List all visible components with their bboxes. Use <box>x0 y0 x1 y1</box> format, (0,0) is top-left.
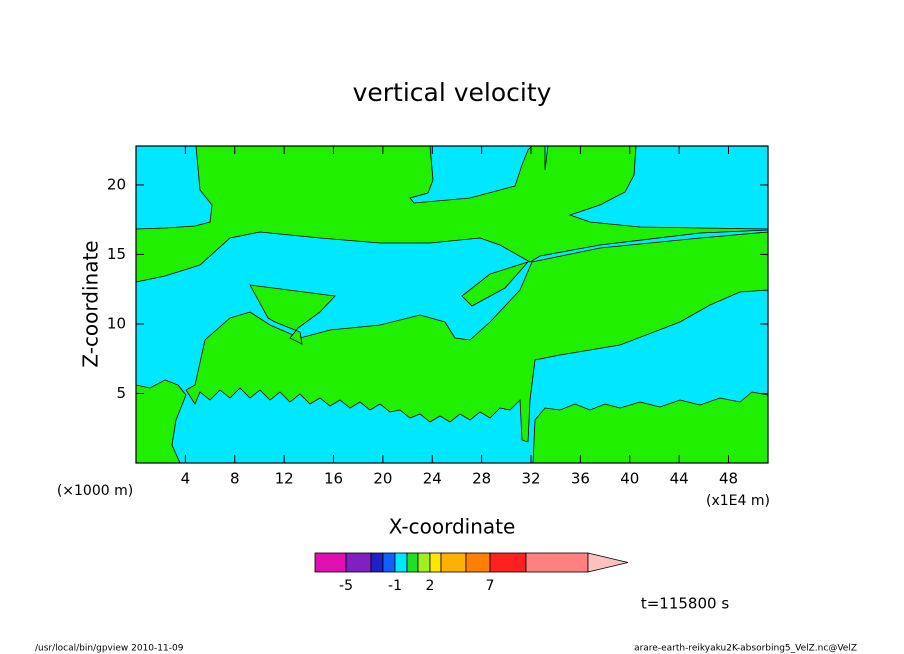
middle-green-body <box>185 231 769 443</box>
x-tick-label: 4 <box>181 470 191 488</box>
colorbar-segment <box>440 552 467 573</box>
y-tick-label: 5 <box>116 384 126 402</box>
x-tick-label: 12 <box>275 470 294 488</box>
x-axis-label: X-coordinate <box>389 515 516 539</box>
colorbar-extension <box>587 552 629 573</box>
colorbar-tick-label: 7 <box>486 578 495 594</box>
positive-regions <box>135 145 769 464</box>
x-tick-label: 20 <box>373 470 392 488</box>
x-unit-right: (x1E4 m) <box>706 493 770 509</box>
plot-frame <box>135 145 769 464</box>
footer-left: /usr/local/bin/gpview 2010-11-09 <box>35 644 184 654</box>
colorbar-segment <box>525 552 589 573</box>
footer-right: arare-earth-reikyaku2K-absorbing5_VelZ.n… <box>634 644 857 654</box>
chart-title: vertical velocity <box>353 78 552 107</box>
x-tick-label: 28 <box>472 470 491 488</box>
colorbar-segment <box>465 552 491 573</box>
x-tick-label: 48 <box>719 470 738 488</box>
colorbar-segment <box>382 552 396 573</box>
x-unit-left: (×1000 m) <box>57 483 133 499</box>
colorbar-tick-label: 2 <box>426 578 435 594</box>
colorbar-segment <box>345 552 372 573</box>
y-tick-label: 15 <box>107 245 126 263</box>
x-tick-label: 16 <box>324 470 343 488</box>
y-tick-label: 10 <box>107 314 126 332</box>
colorbar-tick-label: -1 <box>388 578 402 594</box>
x-tick-label: 24 <box>423 470 442 488</box>
x-tick-label: 40 <box>620 470 639 488</box>
colorbar-segment <box>394 552 408 573</box>
colorbar-segment <box>314 552 347 573</box>
colorbar-segment <box>429 552 442 573</box>
upper-green-flag <box>249 284 336 345</box>
y-axis-label: Z-coordinate <box>79 240 103 367</box>
x-tick-label: 32 <box>521 470 540 488</box>
colorbar-segment <box>406 552 419 573</box>
x-tick-label: 36 <box>571 470 590 488</box>
time-label: t=115800 s <box>641 595 729 613</box>
lower-right-green <box>532 391 769 464</box>
colorbar-segment <box>417 552 431 573</box>
colorbar-segment <box>370 552 384 573</box>
y-tick-label: 20 <box>107 175 126 193</box>
colorbar-tick-label: -5 <box>339 578 353 594</box>
green-tongue <box>461 261 530 307</box>
x-tick-label: 44 <box>670 470 689 488</box>
x-tick-label: 8 <box>230 470 240 488</box>
colorbar-segment <box>489 552 527 573</box>
upper-green-band <box>135 145 769 283</box>
